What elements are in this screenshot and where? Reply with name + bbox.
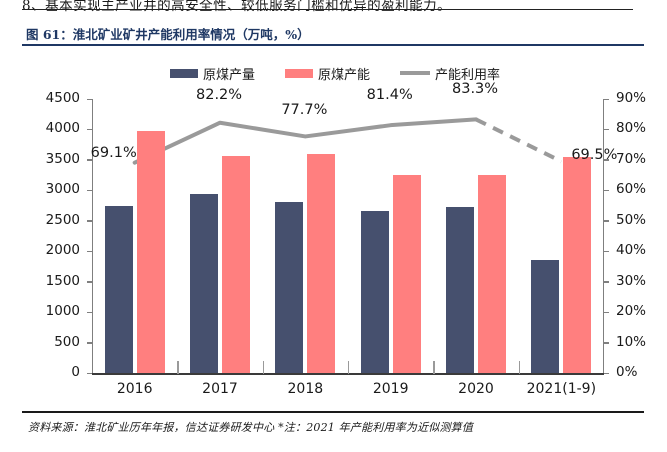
bar-capacity-2020[interactable] [478, 175, 506, 373]
y-axis-right-tick-label: 10% [616, 333, 647, 350]
bar-production-2018[interactable] [275, 201, 304, 373]
data-label-utilization-2016: 69.1% [90, 144, 137, 161]
y-axis-left-tick-label: 4500 [45, 90, 80, 106]
y-axis-left-tick-label: 2000 [45, 242, 80, 259]
bar-production-2017[interactable] [190, 193, 218, 373]
y-axis-left-tick-label: 500 [54, 333, 80, 350]
bar-capacity-2021(1-9)[interactable] [563, 156, 592, 373]
y-axis-left-tick-mark [87, 250, 92, 253]
x-axis-separator [518, 361, 520, 374]
x-axis-separator [433, 361, 435, 374]
x-axis-label-2020: 2020 [458, 381, 494, 397]
x-axis-separator [177, 361, 179, 374]
y-axis-left-tick-label: 1500 [45, 272, 80, 289]
y-axis-right-tick-mark [604, 98, 609, 100]
y-axis-left-tick-mark [87, 372, 92, 374]
y-axis-right-tick-label: 70% [616, 150, 647, 167]
legend-swatch-marker [170, 68, 198, 78]
preceding-body-text-label: 8、基本实现主产业井的高安全性、较低服务门槛和优异的盈利能力。 [22, 0, 452, 12]
y-axis-right-tick-label: 30% [616, 272, 647, 289]
bar-capacity-2019[interactable] [392, 175, 421, 373]
x-axis-label-2021(1-9): 2021(1-9) [526, 381, 597, 397]
data-label-utilization-2021(1-9): 69.5% [571, 147, 618, 164]
legend-production[interactable]: 原煤产量 [170, 64, 255, 83]
figure-title: 图 61：淮北矿业矿井产能利用率情况（万吨，%） [26, 27, 310, 42]
y-axis-right-tick-mark [604, 128, 609, 131]
y-axis-right-tick-label: 50% [616, 211, 647, 228]
y-axis-right-tick-mark [604, 311, 609, 314]
legend-swatch-marker [285, 68, 314, 78]
y-axis-right-tick-mark [604, 159, 609, 161]
y-axis-left-tick-label: 2500 [45, 211, 80, 228]
utilization-line-solid [132, 117, 478, 165]
y-axis-left-tick-label: 0 [71, 364, 80, 380]
y-axis-right-tick-label: 40% [616, 242, 647, 259]
y-axis-right-tick-label: 60% [616, 181, 647, 198]
chart-legend: 原煤产量 原煤产能 产能利用率 [170, 63, 570, 83]
x-axis-label-2019: 2019 [372, 381, 409, 397]
y-axis-left-tick-mark [87, 189, 92, 192]
bar-capacity-2016[interactable] [136, 131, 165, 373]
bar-production-2021(1-9)[interactable] [531, 260, 560, 373]
legend-capacity[interactable]: 原煤产能 [285, 64, 370, 83]
y-axis-right-tick-mark [604, 372, 609, 374]
y-axis-right-tick-mark [604, 281, 609, 283]
legend-line-marker [400, 71, 431, 75]
y-axis-right-tick-label: 80% [616, 120, 647, 137]
x-axis-separator [348, 361, 350, 374]
title-divider [22, 44, 644, 46]
legend-label: 原煤产能 [318, 67, 371, 83]
bar-production-2019[interactable] [360, 211, 389, 373]
y-axis-left-tick-label: 4000 [45, 120, 80, 137]
bar-capacity-2017[interactable] [222, 155, 250, 373]
legend-utilization[interactable]: 产能利用率 [400, 64, 500, 83]
preceding-body-text: 8、基本实现主产业井的高安全性、较低服务门槛和优异的盈利能力。 [22, 0, 642, 12]
y-axis-left-tick-label: 3500 [45, 150, 80, 167]
y-axis-right-tick-mark [604, 250, 609, 253]
utilization-line-layer [132, 117, 563, 165]
x-axis-label-2016: 2016 [116, 381, 153, 397]
y-axis-right-tick-mark [604, 342, 609, 344]
plot-frame [92, 99, 604, 375]
x-axis-label-2018: 2018 [287, 381, 324, 397]
footer-source: 资料来源：淮北矿业历年年报，信达证券研发中心 *注：2021 年产能利用率为近似… [28, 421, 474, 434]
y-axis-left-tick-mark [87, 98, 92, 100]
y-axis-left-tick-mark [87, 159, 92, 161]
y-axis-left-tick-mark [87, 220, 92, 222]
footer-divider [22, 411, 644, 413]
data-label-utilization-2017: 82.2% [196, 86, 243, 103]
data-label-utilization-2019: 81.4% [366, 87, 413, 104]
y-axis-left-tick-mark [87, 281, 92, 283]
y-axis-left-tick-label: 3000 [45, 181, 80, 198]
y-axis-right-tick-mark [604, 220, 609, 222]
legend-label: 产能利用率 [435, 67, 501, 83]
top-divider [22, 9, 633, 10]
bar-capacity-2018[interactable] [307, 153, 336, 373]
data-label-utilization-2018: 77.7% [281, 102, 328, 119]
legend-label: 原煤产量 [203, 67, 256, 83]
bar-production-2016[interactable] [104, 205, 133, 373]
plot-area [92, 99, 604, 375]
y-axis-left-tick-mark [87, 342, 92, 344]
y-axis-left-tick-label: 1000 [45, 303, 80, 320]
y-axis-right-tick-label: 20% [616, 303, 647, 320]
x-axis-label-2017: 2017 [202, 381, 238, 397]
y-axis-right-tick-label: 0% [616, 364, 638, 380]
y-axis-right-tick-mark [604, 189, 609, 192]
bar-production-2020[interactable] [446, 207, 474, 373]
y-axis-right-tick-label: 90% [616, 90, 647, 106]
data-label-utilization-2020: 83.3% [452, 81, 499, 98]
y-axis-left-tick-mark [87, 311, 92, 314]
utilization-line-dashed [475, 117, 563, 164]
y-axis-left-tick-mark [87, 128, 92, 131]
x-axis-separator [262, 361, 264, 374]
